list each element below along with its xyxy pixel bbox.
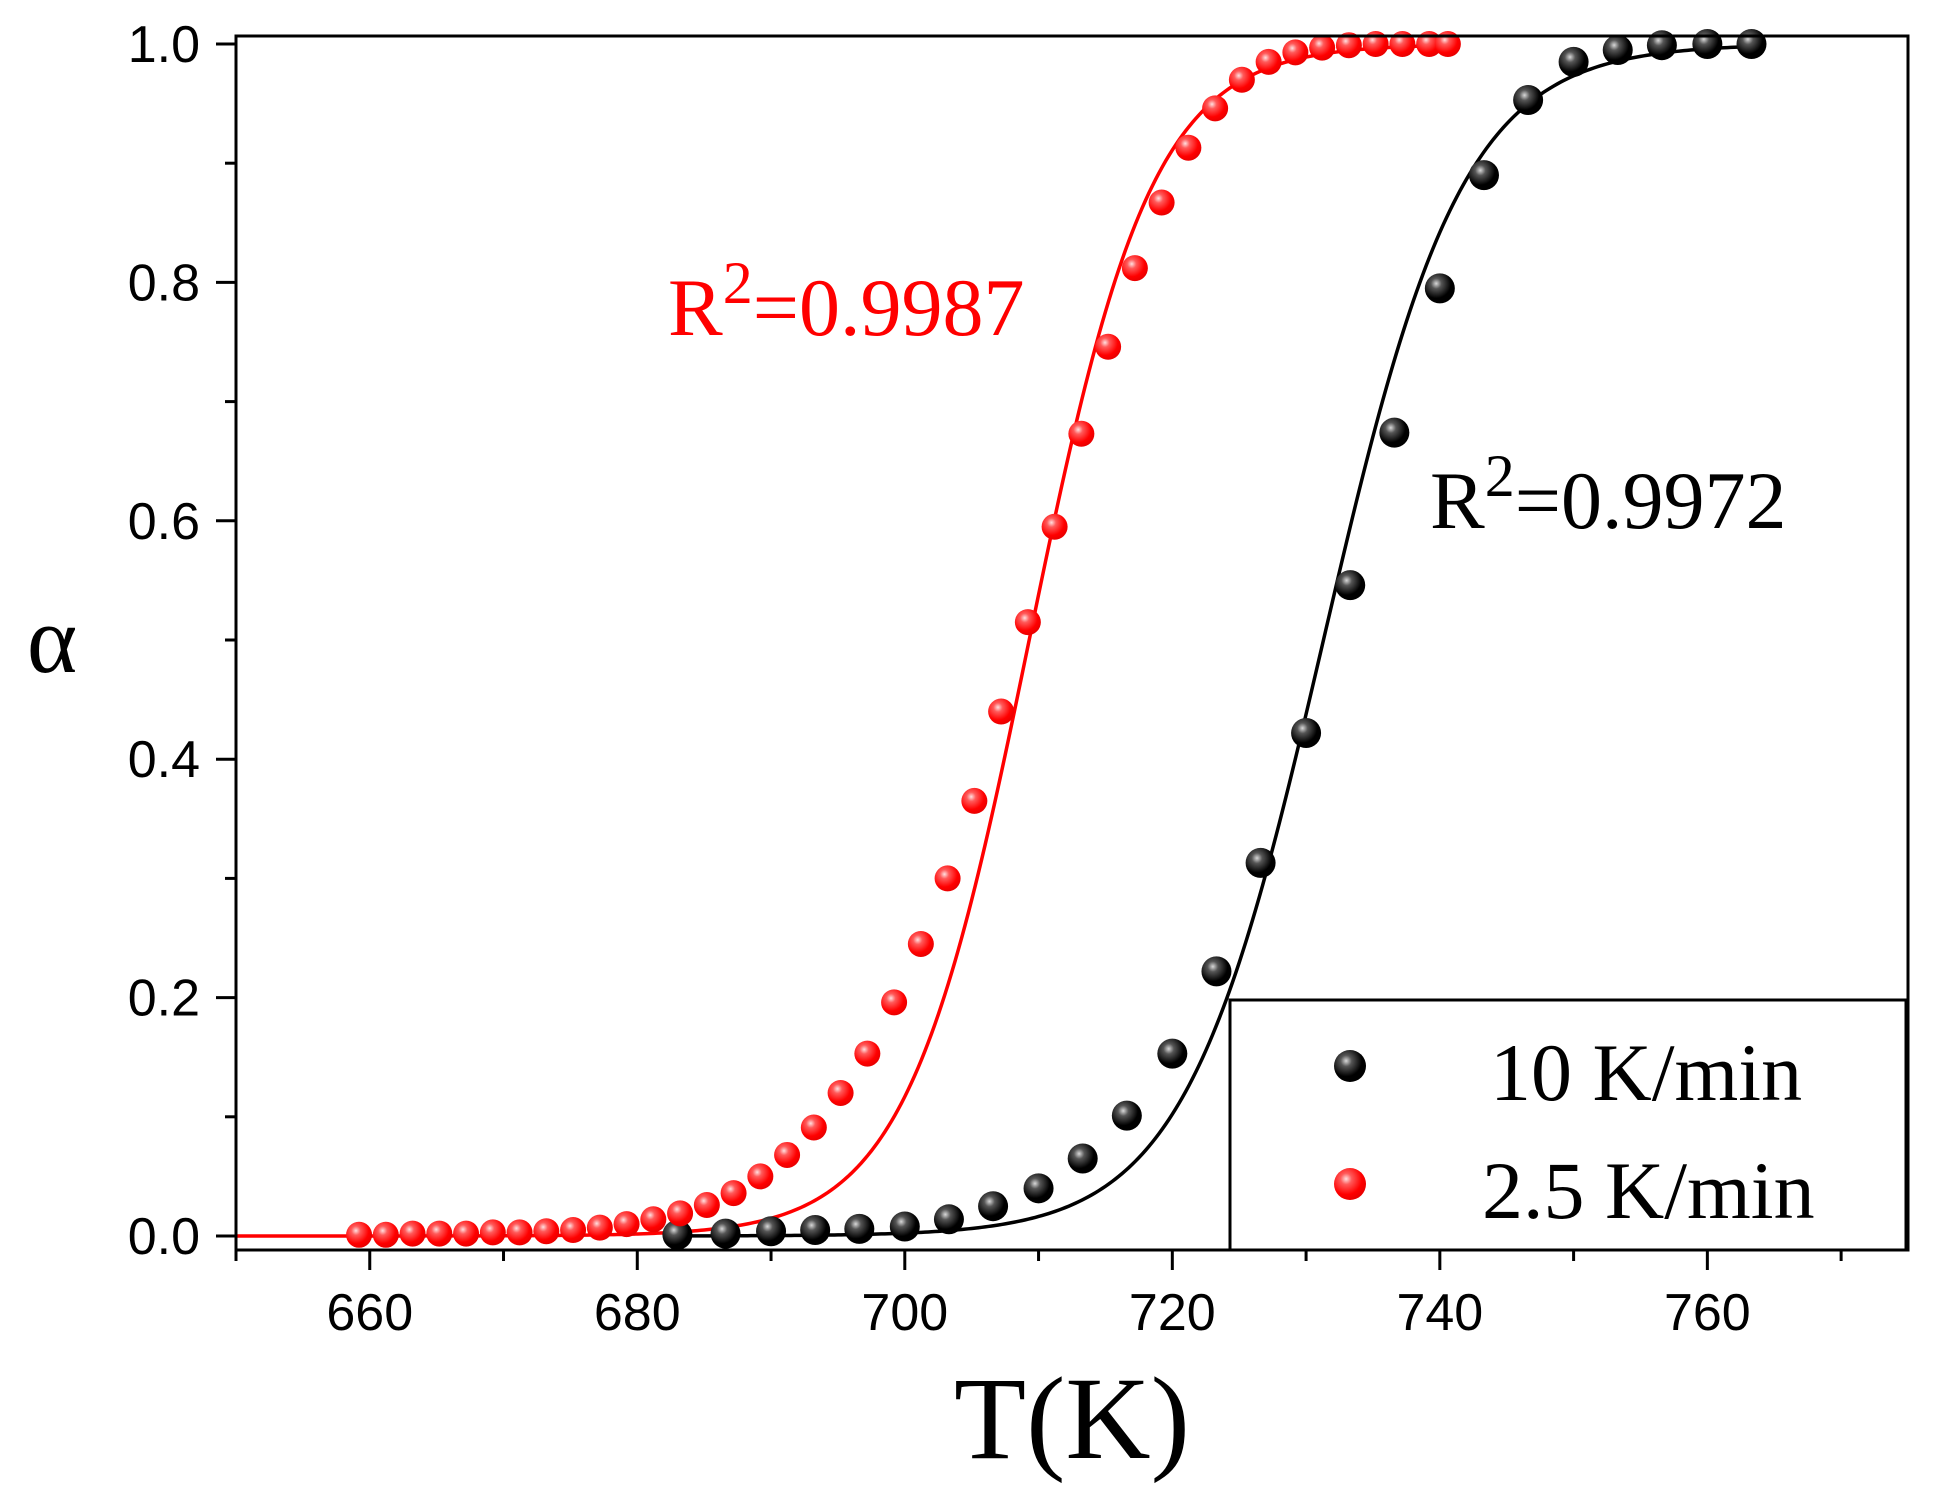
data-point-10k <box>978 1191 1009 1222</box>
data-point-10k <box>662 1219 693 1250</box>
annotation-r2-black-prefix: R <box>1430 455 1485 546</box>
data-point-2-5k <box>827 1079 854 1106</box>
data-point-2-5k <box>479 1219 506 1246</box>
annotation-r2-black: R2=0.9972 <box>1430 443 1786 546</box>
legend-label-10k: 10 K/min <box>1490 1027 1802 1118</box>
data-point-2-5k <box>1014 609 1041 636</box>
data-point-10k <box>1558 46 1589 77</box>
data-point-10k <box>844 1213 875 1244</box>
y-tick-label: 1.0 <box>128 16 200 74</box>
data-point-2-5k <box>1282 39 1309 66</box>
x-tick-label: 760 <box>1664 1284 1751 1342</box>
data-point-2-5k <box>1228 66 1255 93</box>
data-point-2-5k <box>693 1192 720 1219</box>
data-point-2-5k <box>774 1141 801 1168</box>
data-point-2-5k <box>881 989 908 1016</box>
data-point-2-5k <box>1175 134 1202 161</box>
data-point-10k <box>1201 956 1232 987</box>
y-tick-label: 0.4 <box>128 731 200 789</box>
data-point-2-5k <box>1309 34 1336 61</box>
data-point-2-5k <box>1335 32 1362 59</box>
data-point-10k <box>1692 29 1723 59</box>
data-point-2-5k <box>988 698 1015 725</box>
data-point-2-5k <box>533 1218 560 1245</box>
x-tick-label: 680 <box>594 1284 681 1342</box>
data-point-2-5k <box>1202 95 1229 122</box>
data-point-10k <box>1157 1038 1188 1069</box>
y-tick-label: 0.6 <box>128 493 200 551</box>
data-point-2-5k <box>560 1217 587 1244</box>
axes: 660 680 700 720 740 760 0.0 0.2 0.4 0.6 0.8 1.0 <box>128 16 1843 1342</box>
data-point-2-5k <box>934 865 961 892</box>
data-point-2-5k <box>506 1219 533 1246</box>
data-point-10k <box>933 1204 964 1235</box>
legend: 10 K/min 2.5 K/min <box>1228 998 1908 1252</box>
annotation-r2-red-prefix: R <box>668 262 723 353</box>
data-point-10k <box>1379 417 1410 448</box>
plot-frame <box>234 34 1910 1252</box>
data-point-10k <box>1513 85 1544 116</box>
data-point-10k <box>756 1216 787 1247</box>
data-point-10k <box>1602 34 1633 65</box>
legend-marker-10k <box>1334 1050 1366 1082</box>
data-point-2-5k <box>453 1220 480 1247</box>
data-point-2-5k <box>372 1221 399 1248</box>
data-point-2-5k <box>961 787 988 814</box>
data-point-2-5k <box>1068 420 1095 447</box>
annotation-r2-red: R2=0.9987 <box>668 250 1024 353</box>
y-tick-label: 0.8 <box>128 254 200 312</box>
data-point-2-5k <box>586 1214 613 1241</box>
annotation-r2-black-sup: 2 <box>1485 443 1515 509</box>
data-points <box>346 29 1767 1250</box>
data-point-10k <box>1291 717 1322 748</box>
annotation-r2-black-value: =0.9972 <box>1515 455 1787 546</box>
x-tick-label: 660 <box>326 1284 413 1342</box>
x-tick-label: 740 <box>1396 1284 1483 1342</box>
data-point-2-5k <box>613 1211 640 1238</box>
data-point-2-5k <box>1121 255 1148 282</box>
data-point-2-5k <box>346 1221 373 1248</box>
annotation-r2-red-value: =0.9987 <box>753 262 1025 353</box>
legend-label-2-5k: 2.5 K/min <box>1482 1145 1815 1236</box>
y-tick-label: 0.0 <box>128 1208 200 1266</box>
data-point-2-5k <box>426 1220 453 1247</box>
x-tick-label: 700 <box>861 1284 948 1342</box>
data-point-10k <box>710 1218 741 1249</box>
data-point-2-5k <box>399 1220 426 1247</box>
data-point-2-5k <box>1255 48 1282 75</box>
data-point-2-5k <box>907 930 934 957</box>
data-point-2-5k <box>854 1040 881 1067</box>
data-point-10k <box>1646 30 1677 61</box>
data-point-2-5k <box>800 1114 827 1141</box>
x-tick-label: 720 <box>1129 1284 1216 1342</box>
legend-marker-2-5k <box>1334 1168 1366 1200</box>
data-point-2-5k <box>1148 189 1175 216</box>
data-point-10k <box>800 1215 831 1246</box>
y-axis-title: α <box>27 586 77 693</box>
data-point-2-5k <box>747 1163 774 1190</box>
annotation-r2-red-sup: 2 <box>723 250 753 316</box>
data-point-10k <box>1424 273 1455 304</box>
data-point-2-5k <box>640 1206 667 1233</box>
y-tick-label: 0.2 <box>128 970 200 1028</box>
data-point-2-5k <box>667 1200 694 1227</box>
data-point-2-5k <box>720 1180 747 1207</box>
data-point-2-5k <box>1041 513 1068 540</box>
data-point-10k <box>1245 847 1276 878</box>
legend-box <box>1228 998 1908 1252</box>
data-point-10k <box>1023 1173 1054 1204</box>
data-point-10k <box>889 1211 920 1242</box>
data-point-2-5k <box>1095 333 1122 360</box>
data-point-10k <box>1067 1143 1098 1174</box>
data-point-10k <box>1736 29 1767 59</box>
data-point-10k <box>1468 160 1499 191</box>
data-point-10k <box>1111 1100 1142 1131</box>
data-point-10k <box>1335 570 1366 601</box>
x-axis-title: T(K) <box>954 1353 1190 1484</box>
